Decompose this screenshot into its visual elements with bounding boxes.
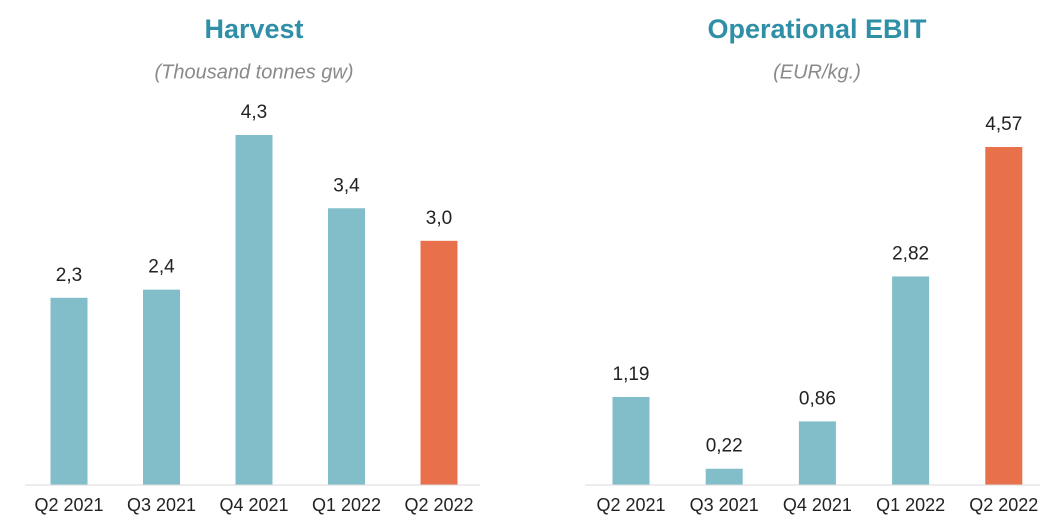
x-tick-label: Q3 2021 — [690, 495, 759, 515]
x-tick-label: Q1 2022 — [312, 495, 381, 515]
bar — [420, 240, 458, 485]
chart-subtitle: (Thousand tonnes gw) — [154, 61, 353, 83]
value-label: 3,4 — [333, 175, 360, 196]
bar — [612, 396, 650, 485]
x-tick-label: Q2 2021 — [596, 495, 665, 515]
x-tick-label: Q4 2021 — [783, 495, 852, 515]
bar — [143, 289, 180, 485]
value-label: 4,3 — [241, 102, 267, 123]
value-label: 2,4 — [148, 257, 175, 278]
x-tick-label: Q2 2021 — [34, 495, 103, 515]
value-label: 2,3 — [56, 265, 82, 286]
bar — [985, 147, 1023, 485]
x-tick-label: Q2 2022 — [404, 495, 473, 515]
x-tick-label: Q2 2022 — [969, 495, 1038, 515]
bar — [50, 297, 88, 485]
value-label: 0,22 — [706, 436, 743, 457]
bar — [705, 468, 743, 485]
x-tick-label: Q3 2021 — [127, 495, 196, 515]
bar — [892, 276, 930, 485]
bar — [235, 135, 273, 485]
x-tick-label: Q1 2022 — [876, 495, 945, 515]
chart-subtitle: (EUR/kg.) — [773, 61, 861, 83]
value-label: 3,0 — [426, 208, 452, 229]
x-tick-label: Q4 2021 — [219, 495, 288, 515]
value-label: 0,86 — [799, 388, 836, 409]
bar — [798, 421, 836, 485]
bar — [328, 208, 365, 486]
value-label: 2,82 — [892, 243, 929, 264]
chart-title: Harvest — [204, 14, 303, 44]
value-label: 1,19 — [613, 364, 650, 385]
chart-title: Operational EBIT — [707, 14, 927, 44]
value-label: 4,57 — [985, 114, 1022, 135]
